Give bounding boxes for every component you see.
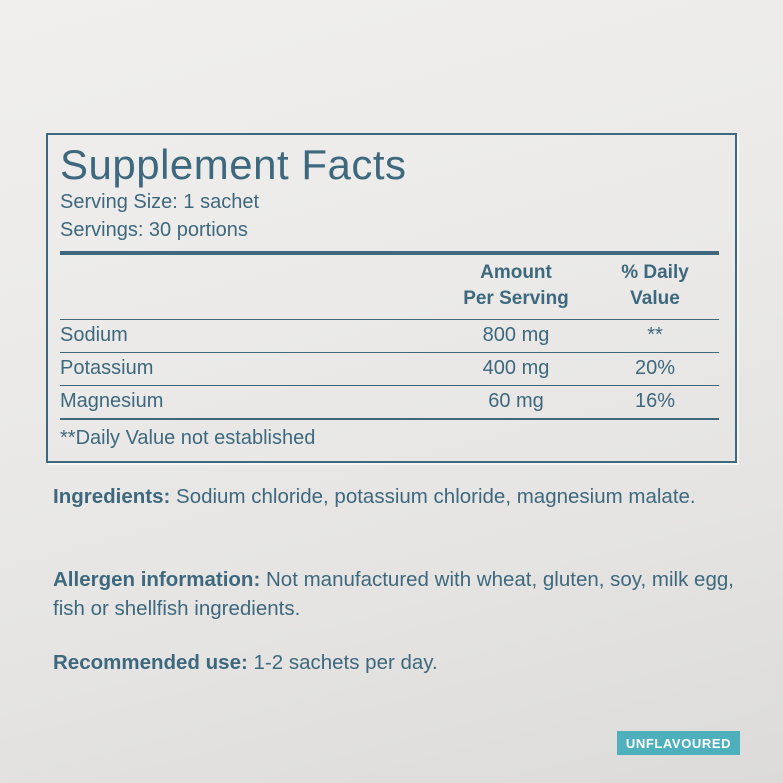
servings-text: Servings: 30 portions (60, 219, 248, 242)
allergen-label: Allergen information: (53, 568, 261, 591)
nutrient-amount: 400 mg (482, 357, 550, 380)
column-header-amount: Amount Per Serving (463, 262, 569, 310)
ingredients-section: Ingredients: Sodium chloride, potassium … (53, 482, 737, 511)
panel-title: Supplement Facts (60, 141, 407, 188)
nutrient-amount: 800 mg (482, 324, 550, 347)
allergen-section: Allergen information: Not manufactured w… (53, 565, 737, 623)
nutrient-amount: 60 mg (488, 390, 544, 413)
nutrient-dv: 16% (634, 390, 676, 413)
header-divider-bar (60, 251, 719, 256)
table-header-row: Amount Per Serving % Daily Value (60, 255, 719, 321)
nutrient-dv: ** (647, 324, 663, 347)
flavour-badge: UNFLAVOURED (617, 731, 740, 755)
nutrient-dv: 20% (634, 357, 676, 380)
table-row: Potassium 400 mg 20% (60, 353, 719, 387)
table-row: Magnesium 60 mg 16% (60, 386, 719, 421)
recommended-use-section: Recommended use: 1-2 sachets per day. (53, 648, 737, 677)
supplement-facts-panel: Supplement Facts Serving Size: 1 sachet … (46, 133, 737, 463)
serving-size-text: Serving Size: 1 sachet (60, 191, 259, 214)
allergen-text: Not manufactured with wheat, gluten, soy… (53, 568, 734, 620)
recommended-use-text: 1-2 sachets per day. (253, 651, 438, 674)
nutrient-name: Magnesium (60, 390, 164, 413)
column-header-daily-value: % Daily Value (621, 262, 689, 310)
nutrient-name: Sodium (60, 324, 128, 347)
ingredients-text: Sodium chloride, potassium chloride, mag… (176, 485, 696, 508)
recommended-use-label: Recommended use: (53, 651, 248, 674)
ingredients-label: Ingredients: (53, 485, 171, 508)
nutrient-name: Potassium (60, 357, 154, 380)
daily-value-footnote: **Daily Value not established (60, 427, 316, 450)
table-row: Sodium 800 mg ** (60, 320, 719, 354)
